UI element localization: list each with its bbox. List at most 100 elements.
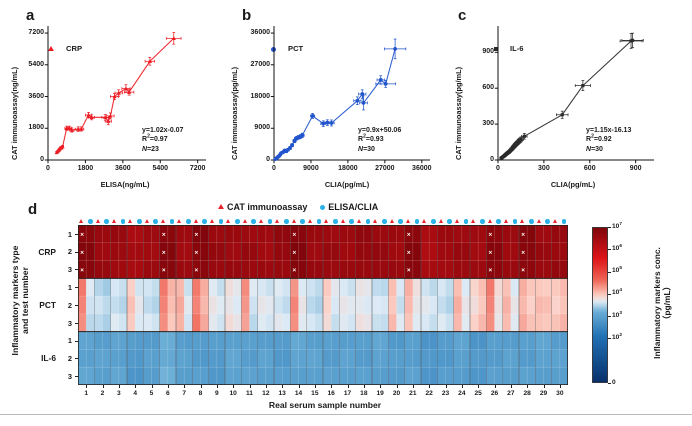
heatmap-cell [519, 278, 528, 297]
sample-number-label: 23 [441, 390, 450, 397]
colorbar-tick-mark [608, 227, 611, 228]
heatmap-cell [118, 313, 128, 333]
row-tick [75, 287, 78, 289]
heatmap-cell [265, 242, 275, 261]
column-marker-ref [316, 219, 322, 224]
heatmap-cell [388, 225, 397, 244]
heatmap-cell [478, 225, 487, 244]
heatmap-cell [306, 260, 316, 279]
legend-label-cat: CAT immunoassay [227, 202, 308, 212]
heatmap-cell [470, 331, 479, 350]
heatmap-cell [241, 349, 250, 368]
heatmap-cell [527, 296, 536, 315]
heatmap-cell [510, 242, 520, 261]
panel-c-legend-label: IL-6 [510, 44, 524, 53]
y-tick-label: 0 [40, 156, 44, 163]
column-marker-cat [357, 219, 362, 223]
heatmap-cell [388, 242, 397, 261]
heatmap-cell [339, 349, 348, 368]
column-marker-ref [528, 219, 534, 224]
heatmap-cell [331, 260, 340, 279]
sample-tick [331, 385, 333, 388]
y-tick-label: 27000 [250, 60, 270, 68]
heatmap-cell [502, 278, 512, 297]
heatmap-cell [94, 260, 103, 279]
colorbar-tick-label: 103 [612, 310, 622, 319]
heatmap-cell [176, 331, 185, 350]
heatmap-cell [404, 260, 414, 279]
heatmap-cell [453, 313, 463, 333]
column-marker-ref [479, 219, 485, 224]
heatmap-cell [535, 296, 544, 315]
heatmap-cell [184, 260, 193, 279]
heatmap-cell [274, 313, 283, 333]
heatmap-cell [159, 331, 169, 350]
heatmap-cell [184, 242, 193, 261]
heatmap-cell [176, 278, 185, 297]
heatmap-cell [380, 296, 389, 315]
heatmap-cell [306, 278, 316, 297]
heatmap-cell [551, 296, 561, 315]
column-marker-ref [300, 219, 305, 224]
sample-number-label: 10 [229, 390, 237, 397]
heatmap-cell [249, 260, 259, 279]
column-marker-ref [365, 219, 371, 224]
heatmap-cell [461, 242, 471, 261]
heatmap-cell [143, 225, 152, 244]
missing-value-marker: × [407, 231, 411, 238]
heatmap-cell [380, 349, 389, 368]
heatmap-cell [470, 367, 479, 385]
row-number-label: 3 [67, 371, 72, 381]
heatmap-cell [339, 225, 348, 244]
heatmap-cell [421, 349, 430, 368]
heatmap-cell [527, 225, 536, 244]
heatmap-cell [200, 313, 210, 333]
missing-value-marker: × [162, 249, 166, 256]
heatmap-cell [127, 296, 136, 315]
heatmap-cell [388, 331, 397, 350]
sample-number-label: 12 [262, 390, 270, 397]
heatmap-cell [135, 225, 144, 244]
heatmap-cell [265, 296, 275, 315]
panel-a-equation: y=1.02x-0.07 [142, 127, 184, 134]
colorbar-tick-mark [608, 338, 611, 340]
heatmap-cell [110, 331, 120, 350]
missing-value-marker: × [293, 267, 297, 274]
heatmap-cell [421, 260, 430, 279]
sample-tick [233, 385, 235, 388]
sample-tick [412, 385, 414, 388]
heatmap-cell [355, 331, 365, 350]
column-marker-ref [349, 219, 354, 224]
heatmap-cell [412, 225, 422, 244]
heatmap-cell [282, 349, 291, 368]
heatmap-cell [94, 242, 103, 261]
heatmap-cell [445, 260, 455, 279]
heatmap-cell [429, 260, 438, 279]
heatmap-cell [290, 278, 299, 297]
heatmap-cell [551, 242, 561, 261]
x-tick-label: 18000 [338, 165, 358, 172]
heatmap-cell [265, 313, 275, 333]
column-marker-cat [406, 219, 411, 223]
heatmap-cell [453, 225, 463, 244]
heatmap-cell [225, 296, 234, 315]
heatmap-cell [216, 225, 226, 244]
panel-d-marker-row [78, 218, 568, 225]
x-tick-label: 3600 [115, 165, 131, 172]
heatmap-cell [486, 296, 495, 315]
heatmap-cell [355, 242, 365, 261]
heatmap-cell [135, 331, 144, 350]
heatmap-cell [282, 225, 291, 244]
column-marker-cat [471, 219, 476, 223]
y-tick-label: 5400 [28, 60, 44, 68]
heatmap-cell [445, 296, 455, 315]
y-axis-title-line: and test number [20, 267, 31, 334]
heatmap-cell [118, 331, 128, 350]
heatmap-cell [323, 242, 332, 261]
column-marker-ref [496, 219, 501, 224]
heatmap-cell [404, 242, 414, 261]
heatmap-cell [461, 313, 471, 333]
x-tick-label: 300 [538, 165, 550, 172]
heatmap-cell [396, 367, 406, 385]
heatmap-cell [429, 242, 438, 261]
